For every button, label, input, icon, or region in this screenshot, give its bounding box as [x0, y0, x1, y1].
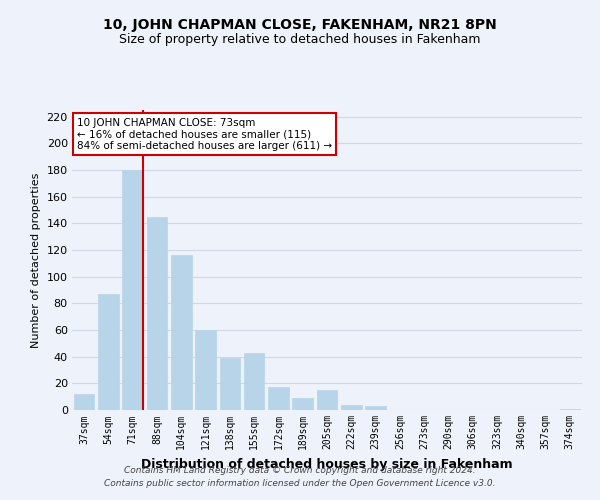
Bar — [122, 170, 143, 410]
Text: Size of property relative to detached houses in Fakenham: Size of property relative to detached ho… — [119, 32, 481, 46]
Bar — [98, 294, 119, 410]
Bar — [195, 330, 216, 410]
Bar — [292, 398, 313, 410]
Bar — [560, 408, 580, 410]
Bar — [317, 390, 337, 410]
Y-axis label: Number of detached properties: Number of detached properties — [31, 172, 41, 348]
Text: Contains HM Land Registry data © Crown copyright and database right 2024.
Contai: Contains HM Land Registry data © Crown c… — [104, 466, 496, 487]
Bar — [244, 352, 265, 410]
Bar — [341, 404, 362, 410]
Text: 10, JOHN CHAPMAN CLOSE, FAKENHAM, NR21 8PN: 10, JOHN CHAPMAN CLOSE, FAKENHAM, NR21 8… — [103, 18, 497, 32]
Bar — [171, 256, 191, 410]
Bar — [365, 406, 386, 410]
Bar — [220, 358, 240, 410]
Bar — [146, 216, 167, 410]
Text: 10 JOHN CHAPMAN CLOSE: 73sqm
← 16% of detached houses are smaller (115)
84% of s: 10 JOHN CHAPMAN CLOSE: 73sqm ← 16% of de… — [77, 118, 332, 150]
Bar — [74, 394, 94, 410]
Bar — [268, 388, 289, 410]
X-axis label: Distribution of detached houses by size in Fakenham: Distribution of detached houses by size … — [141, 458, 513, 471]
